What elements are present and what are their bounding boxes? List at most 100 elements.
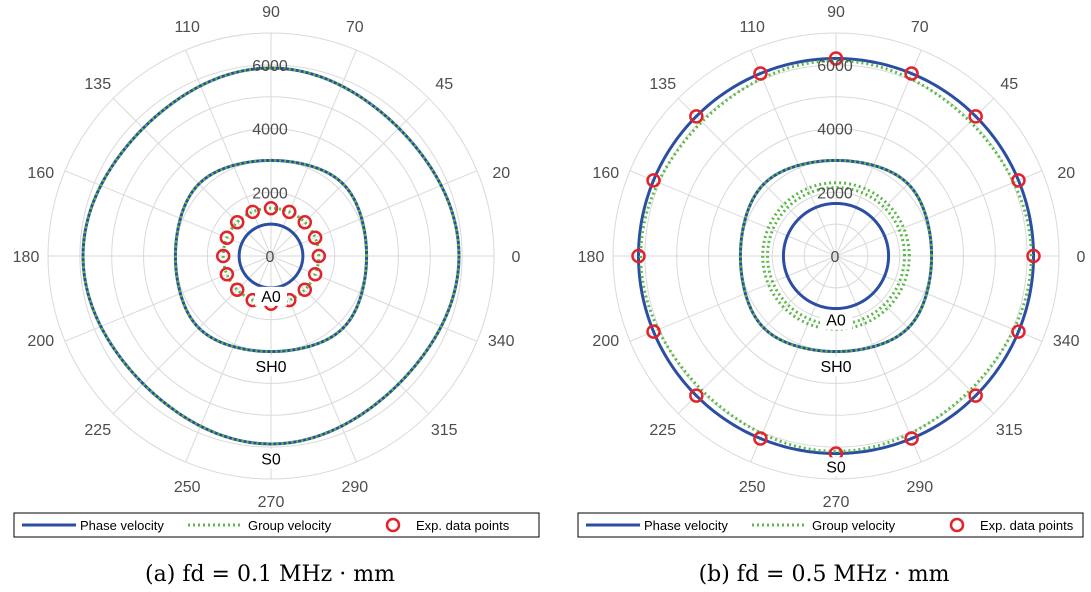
exp-data-point (968, 109, 983, 124)
angle-tick-label: 270 (823, 494, 850, 511)
grid-spoke (270, 49, 357, 257)
angle-tick-label: 180 (13, 249, 40, 266)
exp-data-point (307, 267, 323, 282)
exp-data-point (229, 214, 245, 230)
exp-data-point (1011, 324, 1026, 339)
mode-label: A0 (261, 289, 281, 306)
phase-velocity-curve-s0 (81, 66, 461, 446)
exp-data-point (282, 204, 297, 220)
phase-velocity-curve-a0 (237, 222, 305, 290)
group-velocity-curve-sh0 (173, 158, 369, 354)
grid-spoke (270, 255, 430, 415)
exp-data-point (904, 431, 919, 446)
grid-spoke (64, 255, 272, 342)
exp-data-point (646, 173, 661, 188)
angle-tick-label: 225 (84, 422, 111, 439)
grid-spoke (270, 170, 478, 257)
legend-exp-label: Exp. data points (416, 518, 510, 533)
phase-velocity-curve-s0 (636, 56, 1036, 456)
angle-tick-label: 135 (649, 76, 676, 93)
group-velocity-curve-sh0 (738, 158, 934, 354)
exp-data-point (753, 66, 768, 81)
angle-tick-label: 45 (1000, 76, 1018, 93)
grid-spoke (270, 255, 478, 342)
polar-chart-b: 0 20 45 70 90 110 135 160 180 200 225 250 270 290 315 3… (577, 4, 1086, 538)
exp-data-point (689, 388, 704, 403)
grid-spoke (835, 255, 1043, 342)
exp-data-point (968, 388, 983, 403)
legend-exp-swatch (385, 517, 401, 533)
radial-tick-label: 2000 (252, 185, 288, 202)
angle-tick-label: 70 (346, 19, 364, 36)
grid-spoke (835, 255, 922, 463)
exp-data-point (689, 109, 704, 124)
legend-phase-label: Phase velocity (644, 518, 728, 533)
radial-tick-label: 6000 (252, 58, 288, 75)
legend-box (13, 512, 540, 538)
angle-tick-label: 90 (262, 4, 280, 21)
grid-spoke (750, 255, 837, 463)
grid-spoke (835, 170, 1043, 257)
mode-label: SH0 (255, 359, 286, 376)
angle-tick-label: 90 (827, 4, 845, 21)
exp-data-point (828, 51, 844, 66)
angle-tick-label: 225 (649, 422, 676, 439)
grid-spoke (677, 255, 837, 415)
grid-spoke (835, 255, 995, 415)
angle-tick-label: 0 (512, 249, 521, 266)
exp-data-point (1026, 248, 1041, 264)
angle-tick-label: 250 (739, 479, 766, 496)
grid-spoke (64, 170, 272, 257)
angle-tick-label: 0 (1077, 249, 1086, 266)
exp-data-point (631, 248, 646, 264)
mode-label-bg (820, 457, 852, 477)
exp-data-point (311, 248, 327, 264)
exp-data-point (263, 200, 279, 216)
mode-label-bg (820, 356, 852, 376)
exp-data-point (753, 431, 768, 446)
angle-tick-label: 70 (911, 19, 929, 36)
angle-tick-label: 20 (492, 165, 510, 182)
radial-tick-label: 4000 (252, 122, 288, 139)
grid-spoke (112, 97, 272, 257)
legend-group-label: Group velocity (248, 518, 332, 533)
exp-data-point (646, 324, 661, 339)
exp-data-point (297, 282, 313, 298)
radial-tick-label: 4000 (817, 122, 853, 139)
angle-tick-label: 45 (435, 76, 453, 93)
angle-tick-label: 315 (431, 422, 458, 439)
grid-spoke (677, 97, 837, 257)
caption-a: (a) fd = 0.1 MHz · mm (145, 562, 395, 587)
angle-tick-label: 270 (258, 494, 285, 511)
radial-tick-label: 0 (266, 249, 275, 266)
legend: Phase velocity Group velocity Exp. data po… (13, 512, 540, 538)
angle-tick-label: 160 (592, 165, 619, 182)
legend-group-label: Group velocity (812, 518, 896, 533)
group-velocity-curve-a0 (761, 181, 911, 331)
legend-exp-swatch (949, 517, 965, 533)
exp-data-point (229, 282, 245, 298)
legend: Phase velocity Group velocity Exp. data po… (577, 512, 1084, 538)
grid-spoke (270, 97, 430, 257)
radial-tick-label: 2000 (817, 185, 853, 202)
grid-spoke (185, 49, 272, 257)
angle-tick-label: 250 (174, 479, 201, 496)
angle-tick-label: 315 (996, 422, 1023, 439)
angle-tick-label: 340 (1053, 333, 1080, 350)
angle-tick-label: 110 (174, 19, 200, 36)
exp-data-point (219, 230, 235, 245)
group-velocity-curve-a0 (766, 186, 906, 326)
legend-exp-label: Exp. data points (980, 518, 1074, 533)
mode-label-bg (255, 356, 287, 376)
angle-tick-label: 290 (906, 479, 933, 496)
angle-tick-label: 200 (27, 333, 54, 350)
angle-tick-label: 290 (341, 479, 368, 496)
exp-data-point (245, 204, 260, 220)
angle-tick-label: 110 (739, 19, 765, 36)
group-velocity-curve-s0 (639, 59, 1033, 453)
grid-spoke (629, 170, 837, 257)
angle-tick-label: 180 (578, 249, 605, 266)
grid-spoke (750, 49, 837, 257)
polar-chart-a: 0 20 45 70 90 110 135 160 180 200 225 250 270 290 315 3… (13, 4, 540, 538)
